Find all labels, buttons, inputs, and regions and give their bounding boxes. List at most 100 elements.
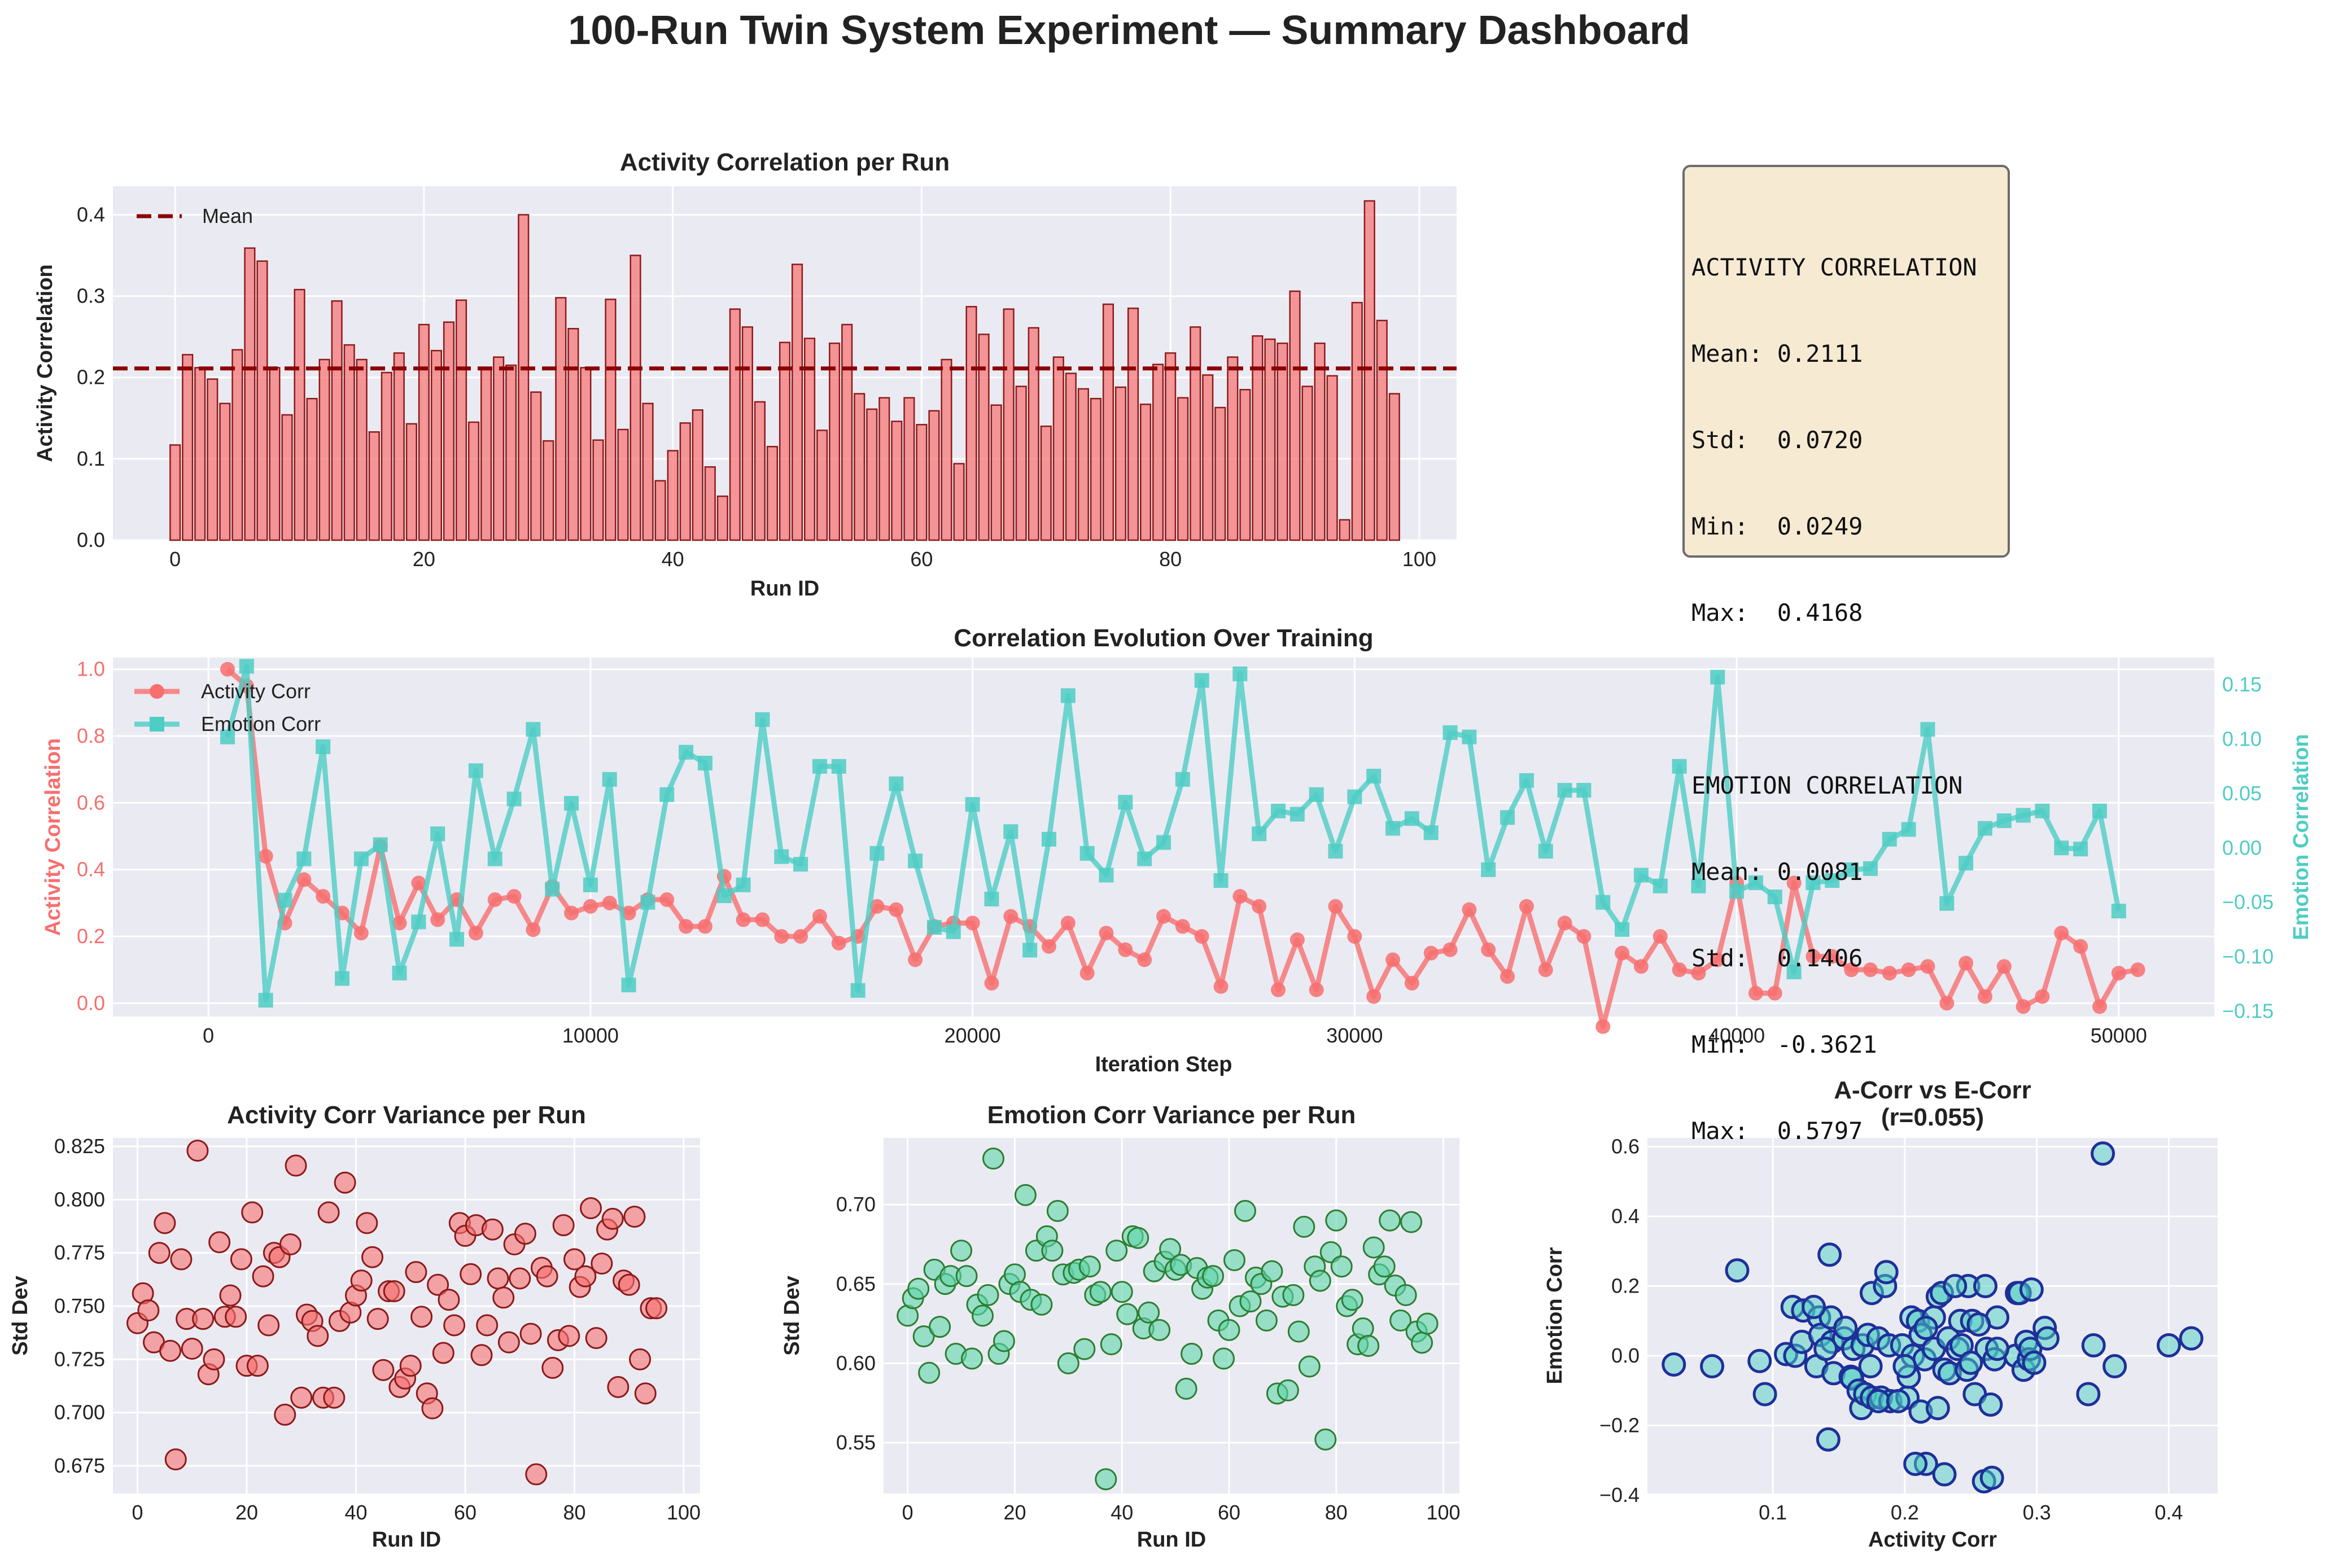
scatter-point — [241, 1201, 264, 1224]
scatter-point — [1886, 1389, 1911, 1413]
bar — [1040, 425, 1052, 541]
activity-point — [1289, 932, 1305, 947]
scatter-point — [514, 1223, 536, 1245]
scatter-point — [1078, 1255, 1101, 1278]
activity-point — [316, 889, 331, 904]
scatter-point — [1959, 1350, 1983, 1375]
x-tick-label: 40 — [662, 548, 684, 571]
emotion-point — [1710, 669, 1725, 685]
bar — [978, 334, 990, 541]
scatter-point — [290, 1386, 313, 1409]
scatter-point — [1700, 1354, 1725, 1379]
scatter-point — [1913, 1316, 1938, 1341]
bar — [642, 402, 654, 541]
activity-point — [1863, 962, 1878, 978]
activity-point — [220, 662, 235, 677]
scatter-point — [2179, 1326, 2204, 1351]
bar — [555, 297, 567, 541]
bar — [256, 260, 268, 541]
scatter-point — [1362, 1236, 1385, 1259]
scatter-point — [634, 1382, 657, 1405]
emotion-point — [468, 763, 483, 778]
scatter-point — [192, 1308, 215, 1330]
activity-point — [2111, 966, 2126, 981]
activity-point — [1996, 959, 2012, 974]
y-tick-label: 0.0 — [1611, 1344, 1640, 1367]
scatter-point — [1925, 1396, 1950, 1421]
bar — [281, 414, 293, 541]
scatter-point — [1325, 1209, 1348, 1232]
y-tick-label: 0.700 — [54, 1401, 105, 1424]
activity-point — [659, 892, 675, 907]
scatter-point — [585, 1327, 607, 1350]
emotion-point — [239, 659, 254, 674]
activity-point — [1079, 966, 1095, 981]
activity-point — [392, 916, 407, 931]
activity-point — [1882, 966, 1897, 981]
scatter-point — [148, 1242, 171, 1264]
scatter-point — [432, 1342, 454, 1364]
scatter-point — [405, 1261, 427, 1284]
activity-point — [812, 909, 827, 924]
y-right-tick-label: 0.10 — [2222, 728, 2262, 751]
y-tick-label: 0.6 — [77, 791, 105, 814]
scatter-point — [1874, 1260, 1899, 1285]
scatter-point — [1030, 1293, 1053, 1316]
activity-point — [869, 899, 885, 914]
activity-point — [1041, 939, 1056, 954]
bar — [729, 308, 741, 541]
dashboard-title: 100-Run Twin System Experiment — Summary… — [568, 8, 1690, 53]
emotion-point — [1156, 835, 1171, 850]
emotion-point — [1806, 875, 1821, 890]
chart-title: A-Corr vs E-Corr — [1834, 1076, 2031, 1104]
scatter-point — [2081, 1333, 2106, 1357]
activity-point — [1901, 962, 1916, 978]
y-tick-label: 0.0 — [77, 528, 105, 551]
emotion-point — [430, 826, 445, 842]
scatter-point — [1148, 1319, 1171, 1341]
scatter-point — [219, 1284, 242, 1307]
emotion-point — [965, 797, 980, 812]
emotion-point — [545, 882, 560, 897]
x-tick-label: 100 — [667, 1501, 701, 1524]
scatter-point — [1309, 1269, 1331, 1292]
scatter-point — [1747, 1348, 1772, 1373]
activity-point — [526, 922, 541, 938]
scatter-point — [1057, 1352, 1079, 1374]
activity-point — [1959, 956, 1974, 971]
activity-point — [583, 899, 598, 914]
bar — [1289, 290, 1301, 541]
scatter-point — [1223, 1249, 1245, 1272]
y-tick-label: 0.4 — [77, 203, 105, 226]
bar — [1301, 386, 1313, 541]
activity-point — [1825, 949, 1840, 964]
activity-point — [1710, 952, 1725, 967]
scatter-point — [170, 1248, 193, 1271]
scatter-point — [487, 1267, 509, 1290]
emotion-point — [1232, 666, 1248, 681]
y-tick-label: 0.0 — [77, 991, 105, 1014]
emotion-point — [2092, 803, 2107, 818]
bar — [244, 247, 256, 541]
bar — [306, 397, 318, 541]
activity-point — [1939, 996, 1955, 1011]
bar — [1077, 388, 1089, 541]
bar — [480, 369, 492, 541]
bar — [841, 323, 853, 541]
emotion-point — [755, 712, 770, 727]
scatter-point — [438, 1289, 460, 1311]
emotion-point — [564, 796, 579, 811]
emotion-point — [1672, 759, 1687, 774]
emotion-stats-heading: EMOTION CORRELATION — [1691, 772, 1963, 799]
emotion-point — [1003, 824, 1018, 839]
chart-subtitle: (r=0.055) — [1881, 1103, 1984, 1131]
scatter-point — [574, 1265, 597, 1287]
scatter-point — [366, 1308, 389, 1330]
y-axis-label-right: Emotion Correlation — [2289, 734, 2313, 940]
scatter-point — [1111, 1281, 1133, 1303]
activity-point — [1003, 909, 1018, 924]
chart-title: Emotion Corr Variance per Run — [987, 1101, 1356, 1129]
y-right-tick-label: 0.05 — [2222, 782, 2262, 805]
bar — [1190, 326, 1201, 541]
activity-point — [793, 929, 808, 944]
